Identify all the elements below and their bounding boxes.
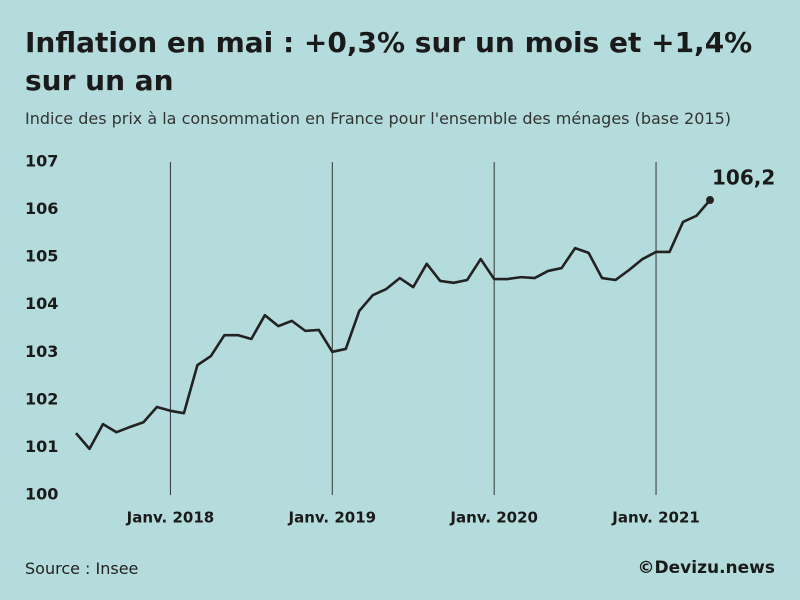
x-tick-label: Janv. 2020 (449, 509, 538, 527)
data-label: 106,2 (712, 166, 775, 190)
y-tick-label: 101 (25, 437, 58, 456)
x-tick-label: Janv. 2021 (611, 509, 700, 527)
end-point (706, 196, 714, 205)
y-tick-label: 100 (25, 485, 58, 504)
y-tick-label: 107 (25, 152, 58, 171)
y-tick-label: 103 (25, 342, 58, 361)
y-tick-label: 104 (25, 294, 58, 313)
chart-subtitle: Indice des prix à la consommation en Fra… (25, 109, 732, 128)
x-tick-label: Janv. 2018 (126, 509, 215, 527)
x-tick-label: Janv. 2019 (287, 509, 376, 527)
credit: ©Devizu.news (637, 558, 775, 578)
y-tick-label: 102 (25, 389, 58, 408)
y-tick-label: 105 (25, 247, 58, 266)
y-tick-label: 106 (25, 199, 58, 218)
chart-title: Inflation en mai : +0,3% sur un mois et … (25, 26, 753, 97)
line (75, 199, 711, 451)
source: Source : Insee (25, 559, 139, 578)
